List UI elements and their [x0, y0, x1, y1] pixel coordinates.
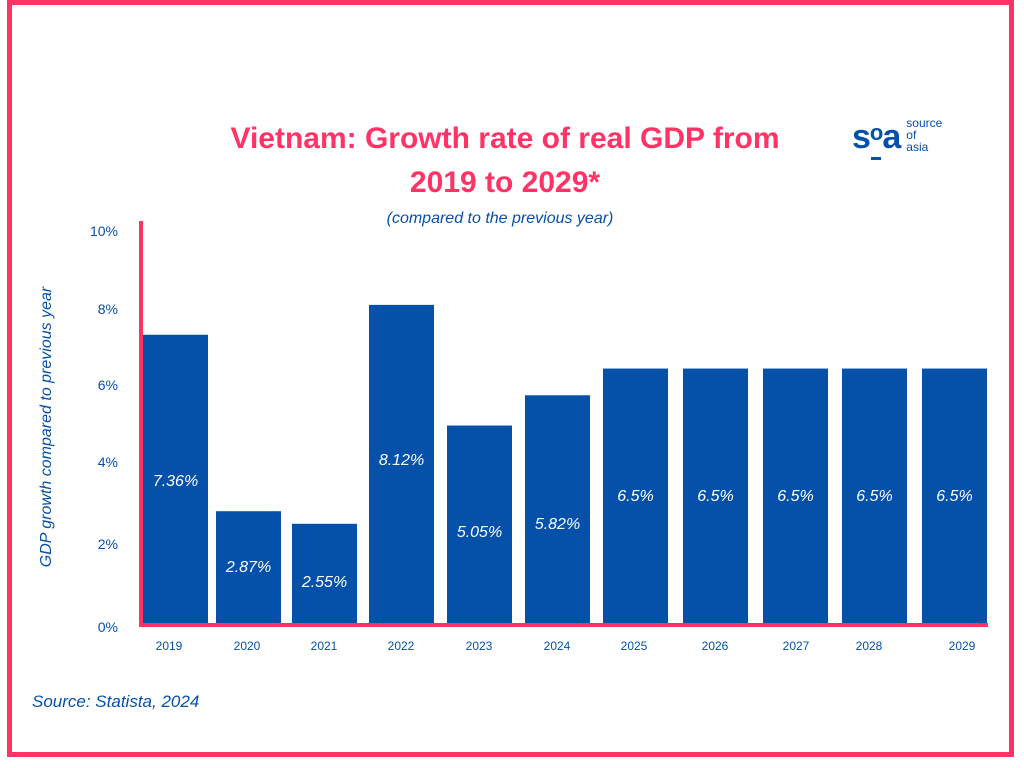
data-label-2020: 2.87% — [225, 559, 271, 576]
bar-2023 — [447, 425, 512, 624]
bar-2026 — [683, 368, 748, 624]
logo-mark-s: s — [852, 118, 871, 156]
logo-mark: so a — [852, 116, 901, 160]
logo-mark-o: o — [870, 116, 883, 160]
chart-title-line-2: 2019 to 2029* — [409, 166, 601, 199]
bar-2024 — [525, 395, 590, 624]
data-label-2023: 5.05% — [457, 524, 502, 541]
y-tick-label-4: 4% — [98, 454, 118, 470]
bar-2022 — [369, 304, 434, 624]
y-tick-label-6: 6% — [98, 377, 118, 393]
bar-2029 — [922, 368, 987, 624]
x-tick-label-2025: 2025 — [621, 639, 648, 653]
x-tick-label-2020: 2020 — [234, 639, 261, 653]
y-tick-label-10: 10% — [90, 223, 118, 239]
chart-title-line-1: Vietnam: Growth rate of real GDP from — [230, 122, 780, 155]
data-label-2022: 8.12% — [379, 452, 424, 469]
logo-text-line: of — [906, 128, 917, 142]
bar-2019 — [143, 334, 208, 624]
data-label-2019: 7.36% — [153, 473, 198, 490]
x-tick-label-2021: 2021 — [311, 639, 338, 653]
logo-text-line: source — [906, 116, 943, 130]
x-tick-label-2029: 2029 — [949, 639, 976, 653]
bar-2025 — [603, 368, 668, 624]
data-label-2027: 6.5% — [777, 488, 813, 505]
x-tick-label-2022: 2022 — [388, 639, 415, 653]
bar-2020 — [216, 511, 281, 624]
bars-group — [143, 304, 987, 624]
page-frame — [7, 0, 1014, 757]
x-ticks-group: 2019 2020 2021 2022 2023 2024 2025 2026 2027 2028… — [156, 639, 976, 653]
x-tick-label-2023: 2023 — [466, 639, 493, 653]
x-tick-label-2026: 2026 — [702, 639, 729, 653]
bar-2027 — [763, 368, 828, 624]
x-tick-label-2019: 2019 — [156, 639, 183, 653]
bar-2028 — [842, 368, 907, 624]
data-label-2029: 6.5% — [936, 488, 972, 505]
chart-subtitle: (compared to the previous year) — [386, 210, 614, 227]
logo-text: source of asia — [906, 117, 942, 153]
x-tick-label-2024: 2024 — [544, 639, 571, 653]
bar-2021 — [292, 523, 357, 624]
y-tick-label-8: 8% — [98, 301, 118, 317]
data-label-2028: 6.5% — [856, 488, 892, 505]
x-tick-label-2028: 2028 — [856, 639, 883, 653]
data-label-2024: 5.82% — [535, 516, 580, 533]
x-tick-label-2027: 2027 — [783, 639, 810, 653]
data-label-2026: 6.5% — [697, 488, 733, 505]
data-labels-group: 7.36% 2.87% 2.55% 8.12% 5.05% 5.82% 6.5% 6.5% 6.… — [153, 452, 973, 591]
logo-mark-a: a — [882, 118, 901, 156]
source-of-asia-logo: so a source of asia — [852, 116, 942, 160]
y-ticks-group: 0% 2% 4% 6% 8% 10% — [90, 223, 118, 635]
source-note: Source: Statista, 2024 — [32, 692, 200, 711]
y-tick-label-0: 0% — [98, 619, 118, 635]
data-label-2021: 2.55% — [301, 574, 347, 591]
logo-text-line: asia — [906, 140, 929, 154]
y-tick-label-2: 2% — [98, 536, 118, 552]
data-label-2025: 6.5% — [617, 488, 653, 505]
